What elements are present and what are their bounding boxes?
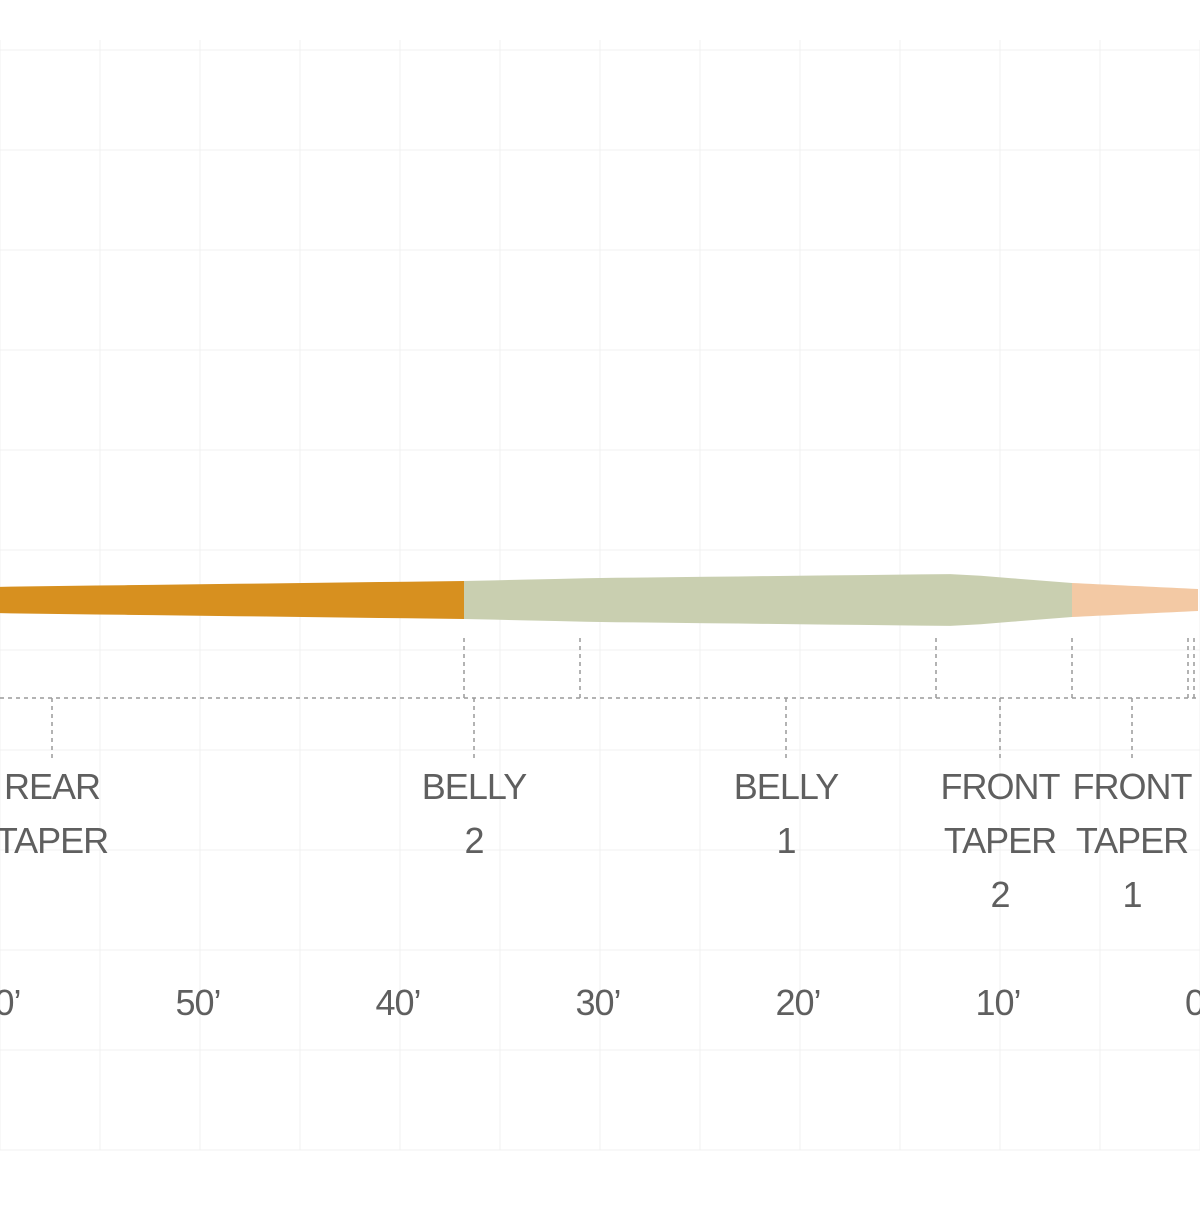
scale-label-40: 40’ [375, 982, 421, 1023]
scale-label-20: 20’ [775, 982, 821, 1023]
front-taper-1-label: FRONT TAPER 1 [1052, 760, 1200, 922]
front-taper-2-label-line: FRONT [940, 766, 1061, 807]
front-taper-1-label-line: TAPER [1075, 820, 1189, 861]
front-taper-1-label-line: FRONT [1072, 766, 1193, 807]
background-grid [0, 40, 1200, 1151]
rear-taper-label-line: REAR [3, 766, 101, 807]
front-taper-2-label: FRONT TAPER 2 [920, 760, 1080, 922]
front-taper-2-label-line: TAPER [943, 820, 1057, 861]
scale-label-30: 30’ [575, 982, 621, 1023]
fly-line-profile [0, 574, 1198, 626]
line-segment-front-taper-1 [1072, 583, 1198, 617]
scale-label-10: 10’ [975, 982, 1021, 1023]
rear-taper-label: REAR TAPER [0, 760, 132, 868]
scale-label-0: 0’ [1184, 982, 1200, 1023]
segment-guides [0, 638, 1200, 762]
front-taper-2-label-line: 2 [990, 874, 1010, 915]
scale-label-50: 50’ [175, 982, 221, 1023]
belly-1-label: BELLY 1 [706, 760, 866, 868]
belly-1-label-line: 1 [776, 820, 796, 861]
scale-label-60: 60’ [0, 982, 22, 1023]
belly-2-label-line: BELLY [421, 766, 527, 807]
belly-1-label-line: BELLY [733, 766, 839, 807]
front-taper-1-label-line: 1 [1122, 874, 1142, 915]
belly-2-label-line: 2 [464, 820, 484, 861]
line-segment-belly [464, 574, 1072, 626]
line-segment-rear-taper [0, 581, 464, 619]
belly-2-label: BELLY 2 [394, 760, 554, 868]
rear-taper-label-line: TAPER [0, 820, 109, 861]
